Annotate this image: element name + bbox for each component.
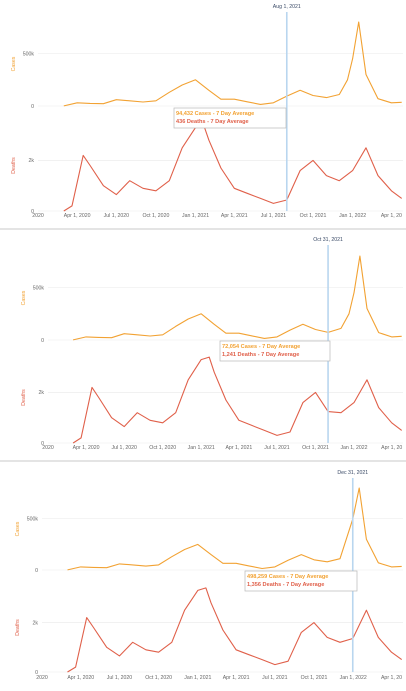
y-axis-label: Deaths	[11, 157, 17, 174]
x-tick-label: Apr 1, 2021	[223, 675, 250, 681]
x-tick-label: Jul 1, 2020	[104, 213, 129, 219]
x-tick-label: Apr 1, 20	[381, 445, 402, 451]
x-tick-label: Oct 1, 2021	[300, 213, 327, 219]
chart-2: 500k 0 Cases 2k 0 Deaths 2020 Apr 1, 2020 Jul 1,…	[0, 237, 406, 462]
deaths-series-line	[72, 356, 403, 444]
deaths-panel: 2k 0 Deaths	[11, 124, 403, 215]
cases-series-line	[63, 21, 402, 107]
y-axis-label: Cases	[15, 521, 21, 536]
x-tick-label: Apr 1, 2020	[64, 213, 91, 219]
deaths-series-line	[67, 587, 403, 673]
deaths-series-line	[63, 124, 403, 212]
tooltip-box	[244, 570, 358, 592]
cases-panel: 500k 0 Cases	[21, 255, 403, 344]
x-tick-label: Jan 1, 2022	[340, 675, 367, 681]
x-tick-label: Jul 1, 2021	[261, 213, 286, 219]
tooltip: 498,259 Cases - 7 Day Average 1,356 Death…	[244, 570, 358, 592]
y-tick-label: 0	[31, 104, 34, 110]
y-tick-label: 2k	[33, 620, 39, 626]
y-axis-label: Deaths	[15, 619, 21, 636]
chart-3: 500k 0 Cases 2k 0 Deaths 2020 Apr 1, 2020 Jul 1,…	[15, 470, 403, 681]
x-tick-label: Oct 1, 2020	[143, 213, 170, 219]
x-tick-label: Apr 1, 2020	[67, 675, 94, 681]
date-marker-label: Oct 31, 2021	[313, 237, 343, 243]
y-axis-label: Cases	[11, 56, 17, 71]
tooltip-box	[219, 340, 331, 362]
deaths-panel: 2k 0 Deaths	[21, 356, 403, 447]
y-tick-label: 0	[41, 441, 44, 447]
x-tick-label: Apr 1, 2021	[221, 213, 248, 219]
x-tick-label: Oct 1, 2021	[302, 445, 329, 451]
chart-1: 500k 0 Cases 2k 0 Deaths 2020 Apr 1, 2020 Jul 1,…	[0, 4, 406, 230]
tooltip-box	[173, 107, 287, 129]
x-tick-label: Jan 1, 2021	[184, 675, 211, 681]
y-tick-label: 500k	[33, 285, 45, 291]
cases-panel: 500k 0 Cases	[11, 21, 403, 110]
y-tick-label: 0	[35, 568, 38, 574]
x-tick-label: Jan 1, 2021	[188, 445, 215, 451]
tooltip-cases: 94,432 Cases - 7 Day Average	[176, 111, 254, 117]
cases-panel: 500k 0 Cases	[15, 487, 403, 574]
tooltip-cases: 72,054 Cases - 7 Day Average	[222, 344, 300, 350]
tooltip-deaths: 436 Deaths - 7 Day Average	[176, 119, 249, 125]
y-tick-label: 2k	[29, 158, 35, 164]
x-tick-label: Apr 1, 2021	[225, 445, 252, 451]
x-tick-label: 2020	[42, 445, 54, 451]
y-tick-label: 500k	[27, 517, 39, 523]
y-tick-label: 0	[31, 209, 34, 215]
cases-series-line	[72, 255, 402, 341]
y-tick-label: 0	[41, 338, 44, 344]
y-tick-label: 500k	[23, 51, 35, 57]
y-tick-label: 2k	[39, 390, 45, 396]
tooltip: 94,432 Cases - 7 Day Average 436 Deaths -…	[173, 107, 287, 129]
deaths-panel: 2k 0 Deaths	[15, 587, 403, 676]
date-marker-label: Dec 31, 2021	[337, 470, 368, 476]
tooltip: 72,054 Cases - 7 Day Average 1,241 Deaths…	[219, 340, 331, 362]
x-tick-label: Jan 1, 2021	[182, 213, 209, 219]
x-tick-label: 2020	[36, 675, 48, 681]
x-tick-label: Jul 1, 2020	[111, 445, 136, 451]
date-marker-label: Aug 1, 2021	[273, 4, 301, 10]
x-tick-label: Apr 1, 20	[381, 675, 402, 681]
x-tick-label: Apr 1, 20	[381, 213, 402, 219]
x-tick-label: Apr 1, 2020	[73, 445, 100, 451]
x-tick-label: Jan 1, 2022	[340, 445, 367, 451]
x-tick-label: Oct 1, 2021	[301, 675, 328, 681]
x-tick-label: Jul 1, 2021	[264, 445, 289, 451]
tooltip-cases: 498,259 Cases - 7 Day Average	[247, 574, 328, 580]
x-tick-label: Oct 1, 2020	[145, 675, 172, 681]
tooltip-deaths: 1,241 Deaths - 7 Day Average	[222, 352, 299, 358]
tooltip-deaths: 1,356 Deaths - 7 Day Average	[247, 582, 324, 588]
x-tick-label: Jul 1, 2020	[107, 675, 132, 681]
cases-series-line	[67, 487, 402, 571]
x-tick-label: 2020	[32, 213, 44, 219]
x-tick-label: Oct 1, 2020	[149, 445, 176, 451]
y-axis-label: Cases	[21, 290, 27, 305]
x-tick-label: Jul 1, 2021	[262, 675, 287, 681]
x-tick-label: Jan 1, 2022	[339, 213, 366, 219]
y-tick-label: 0	[35, 670, 38, 676]
y-axis-label: Deaths	[21, 389, 27, 406]
